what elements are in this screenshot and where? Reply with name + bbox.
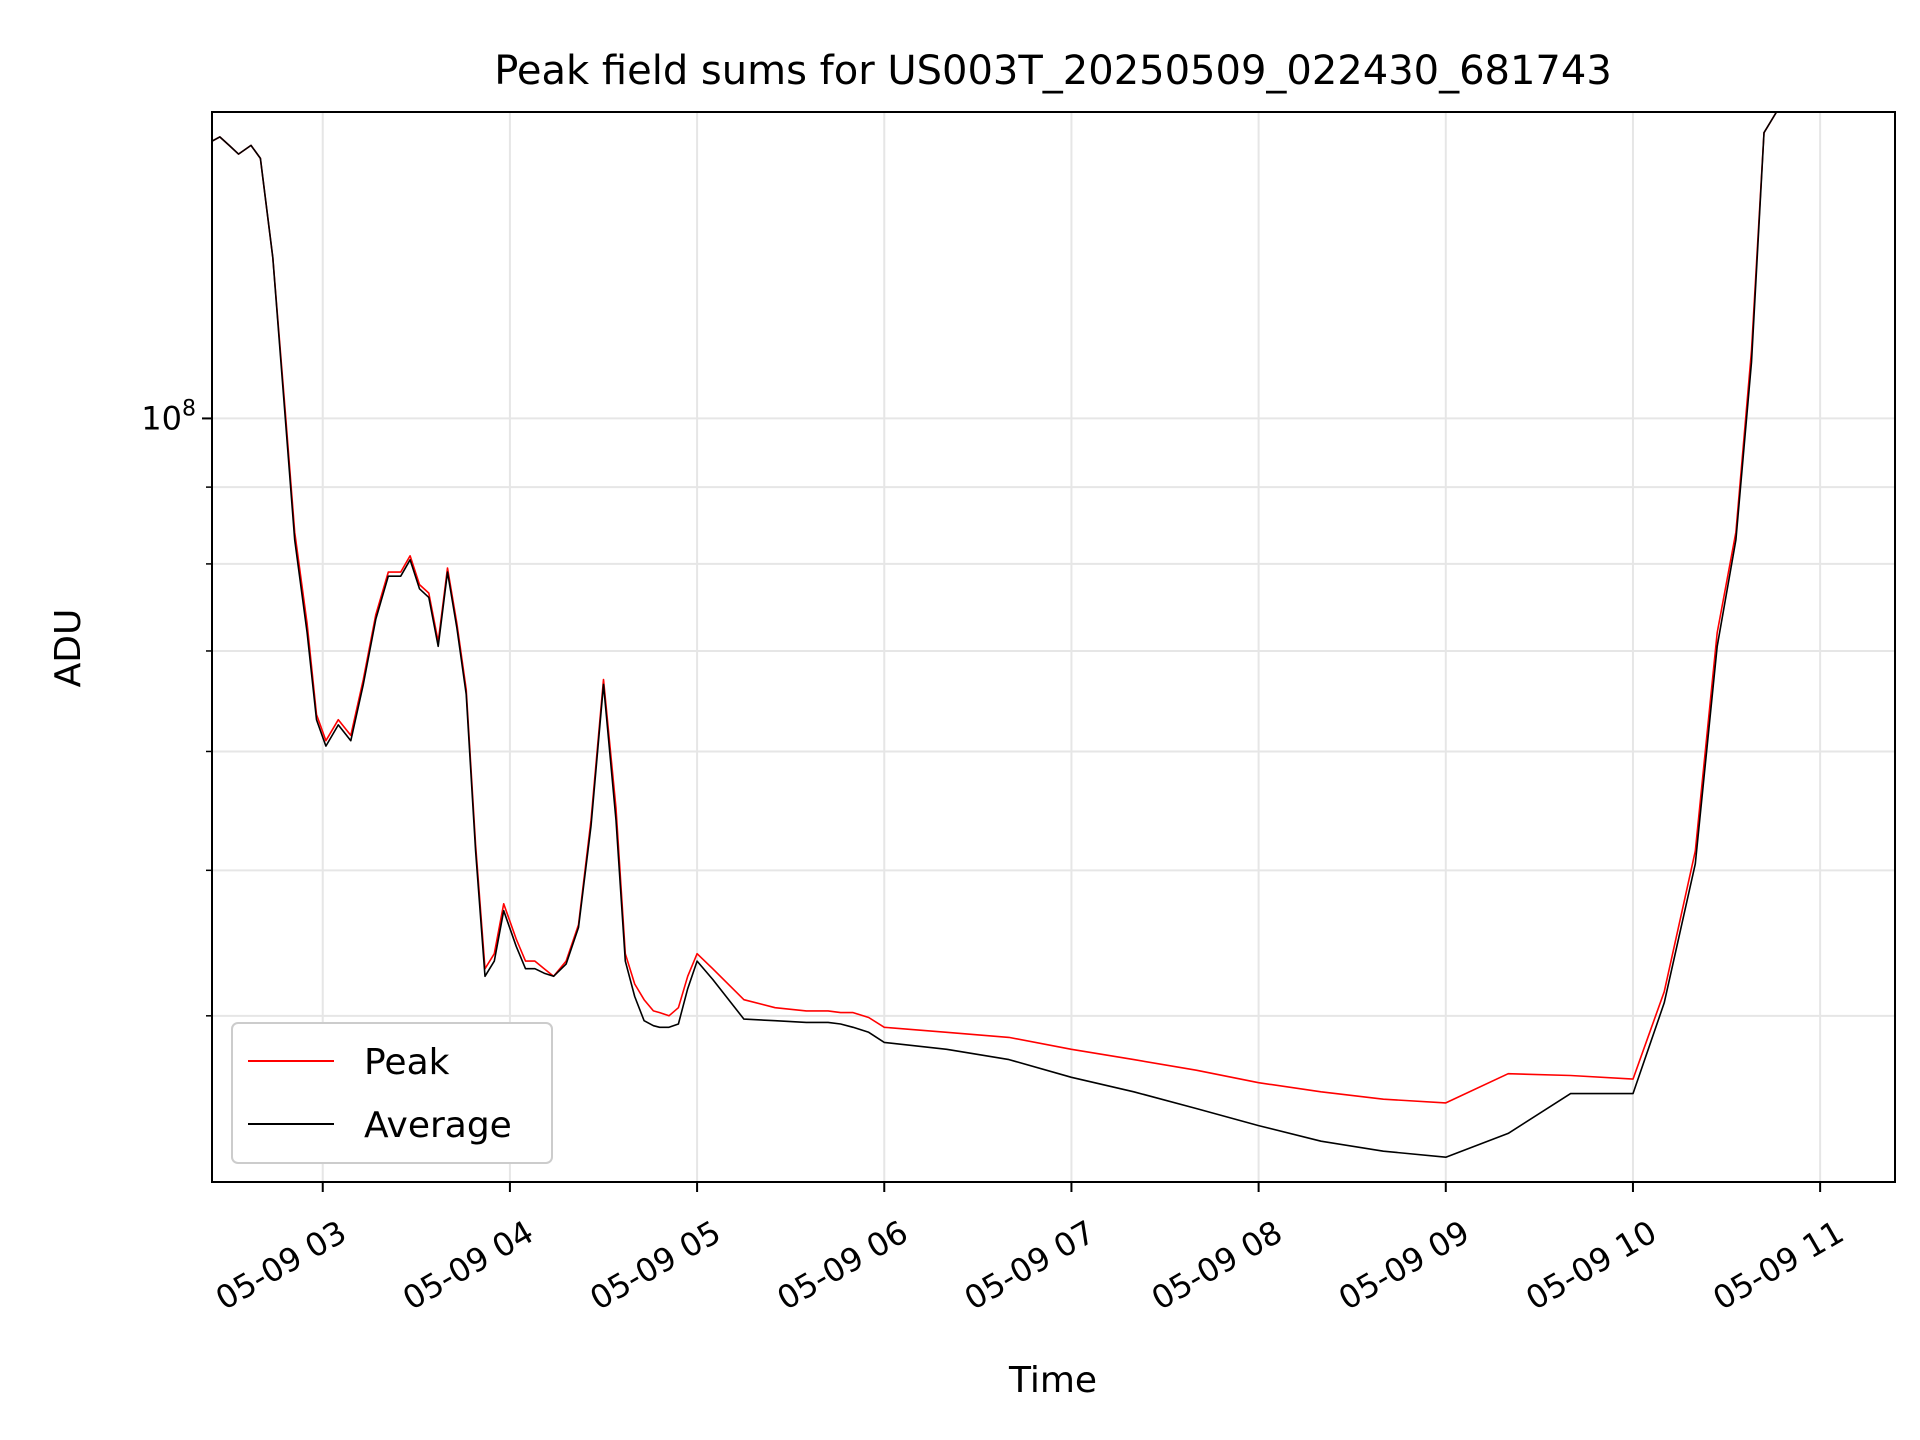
series-line-average bbox=[212, 112, 1895, 1158]
legend-label-average: Average bbox=[364, 1105, 512, 1146]
y-axis-label: ADU bbox=[48, 609, 89, 688]
plot-frame bbox=[211, 111, 1896, 1183]
legend-box bbox=[231, 1022, 553, 1164]
series-line-peak bbox=[212, 112, 1895, 1104]
x-axis-label: Time bbox=[1008, 1360, 1097, 1401]
legend-label-peak: Peak bbox=[364, 1042, 450, 1083]
legend: Peak Average bbox=[231, 1022, 553, 1164]
grid bbox=[212, 112, 1895, 1182]
y-tick-label: 108 bbox=[141, 396, 196, 437]
series-layer bbox=[212, 112, 1895, 1158]
y-axis: 108 bbox=[141, 396, 212, 1017]
chart-title: Peak field sums for US003T_20250509_0224… bbox=[494, 48, 1612, 94]
